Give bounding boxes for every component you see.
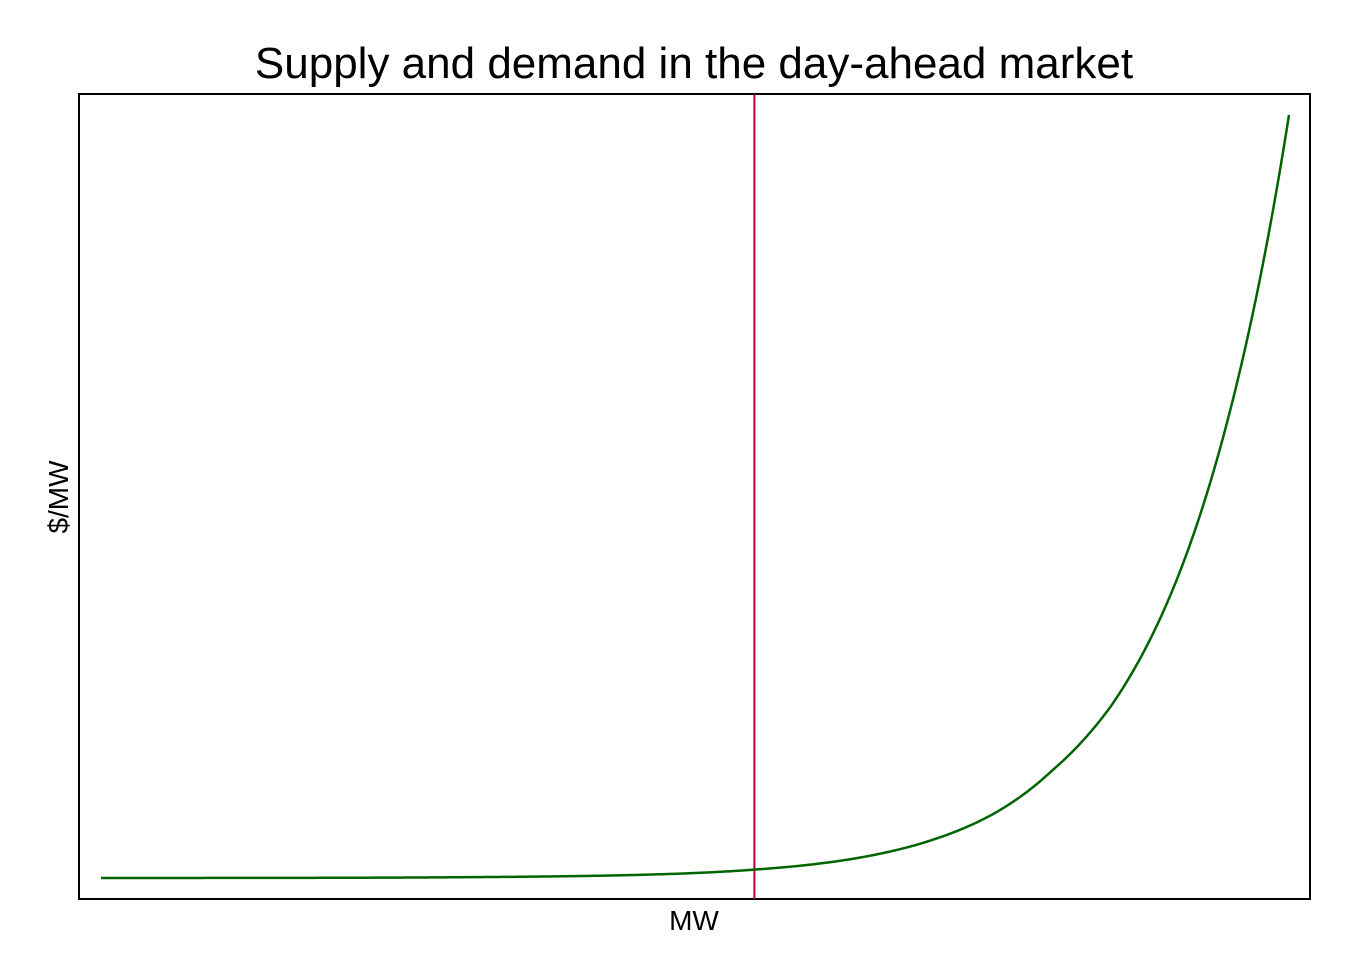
- plot-marks: [101, 94, 1291, 899]
- series-line-0: [101, 114, 1291, 880]
- plot-frame: [78, 93, 1311, 900]
- x-axis-label: MW: [669, 905, 719, 936]
- y-axis-label: $/MW: [43, 460, 74, 534]
- chart-title: Supply and demand in the day-ahead marke…: [255, 39, 1133, 88]
